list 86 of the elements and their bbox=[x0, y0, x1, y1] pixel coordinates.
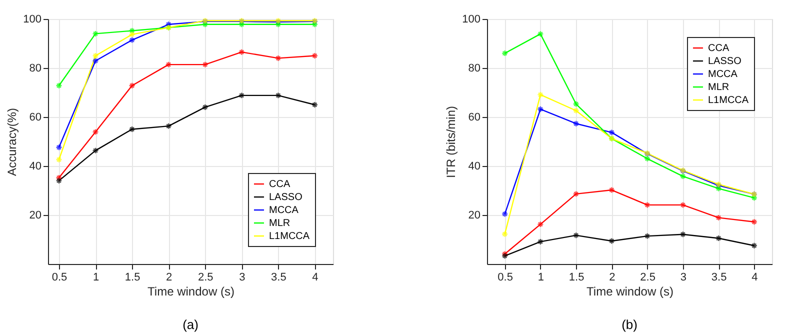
x-tick-label: 2 bbox=[609, 272, 616, 284]
y-tick-label: 60 bbox=[29, 112, 42, 124]
point bbox=[165, 21, 172, 28]
point bbox=[238, 92, 245, 99]
point bbox=[572, 190, 580, 198]
y-tick-label: 80 bbox=[29, 62, 42, 74]
y-tick-label: 60 bbox=[468, 112, 480, 124]
point bbox=[680, 231, 686, 238]
x-tick-label: 3 bbox=[239, 272, 246, 284]
point bbox=[537, 220, 544, 228]
point bbox=[715, 234, 722, 242]
point bbox=[644, 202, 651, 208]
point bbox=[165, 122, 172, 130]
point bbox=[202, 21, 208, 28]
point bbox=[128, 31, 136, 38]
point bbox=[572, 120, 580, 127]
point bbox=[537, 106, 544, 112]
point bbox=[572, 100, 580, 108]
point bbox=[128, 27, 136, 34]
point bbox=[128, 126, 136, 133]
y-tick-label: 20 bbox=[29, 210, 42, 222]
x-tick-label: 3 bbox=[680, 272, 686, 284]
legend-label: MCCA bbox=[269, 205, 299, 216]
x-tick-label: 0.5 bbox=[498, 272, 513, 284]
point bbox=[715, 185, 722, 192]
point bbox=[537, 91, 544, 98]
x-tick-label: 4 bbox=[752, 272, 758, 284]
point bbox=[92, 30, 99, 38]
point bbox=[238, 48, 245, 56]
text: (a) bbox=[182, 317, 198, 332]
point bbox=[274, 54, 282, 62]
point bbox=[92, 52, 99, 60]
x-tick-label: 4 bbox=[312, 272, 318, 284]
y-tick-label: 100 bbox=[462, 14, 480, 26]
x-tick-label: 1 bbox=[538, 272, 544, 284]
x-tick-label: 3.5 bbox=[271, 272, 286, 284]
y-tick-label: 20 bbox=[468, 210, 480, 222]
x-tick-label: 1.5 bbox=[124, 272, 140, 284]
point bbox=[715, 214, 722, 222]
legend-label: MCCA bbox=[708, 69, 738, 80]
point bbox=[238, 21, 245, 28]
point bbox=[680, 202, 686, 208]
legend-label: MLR bbox=[269, 218, 290, 229]
point bbox=[202, 104, 208, 111]
x-tick-label: 3.5 bbox=[711, 272, 727, 284]
point bbox=[644, 232, 651, 240]
point bbox=[572, 232, 580, 239]
point bbox=[92, 128, 99, 136]
x-tick-label: 2.5 bbox=[640, 272, 656, 284]
x-tick-label: 2.5 bbox=[198, 272, 214, 284]
legend-label: L1MCCA bbox=[269, 231, 310, 242]
point bbox=[92, 58, 99, 64]
x-tick-label: 0.5 bbox=[52, 272, 68, 284]
point bbox=[92, 147, 99, 154]
legend-label: CCA bbox=[708, 43, 730, 54]
y-tick-label: 40 bbox=[468, 160, 480, 172]
point bbox=[128, 82, 136, 89]
legend-label: LASSO bbox=[708, 56, 742, 67]
point bbox=[537, 238, 544, 246]
x-tick-label: 1.5 bbox=[568, 272, 584, 284]
point bbox=[165, 61, 172, 68]
y-tick-label: 100 bbox=[23, 14, 42, 26]
x-tick-label: 1 bbox=[92, 272, 100, 284]
text: (b) bbox=[622, 317, 638, 332]
point bbox=[572, 107, 580, 114]
x-tick-label: 2 bbox=[166, 272, 172, 284]
point bbox=[274, 92, 282, 99]
point bbox=[202, 61, 208, 68]
legend-label: LASSO bbox=[269, 192, 303, 203]
y-axis-title: ITR (bits/min) bbox=[444, 106, 458, 178]
point bbox=[608, 186, 616, 194]
y-tick-label: 40 bbox=[29, 160, 42, 172]
point bbox=[128, 36, 136, 44]
legend-label: MLR bbox=[708, 82, 730, 93]
point bbox=[608, 238, 616, 244]
point bbox=[537, 30, 544, 38]
y-axis-title: Accuracy(%) bbox=[5, 108, 20, 176]
y-tick-label: 80 bbox=[468, 62, 480, 74]
legend-label: L1MCCA bbox=[708, 95, 749, 106]
x-axis-title: Time window (s) bbox=[586, 284, 674, 298]
point bbox=[274, 21, 282, 28]
legend-label: CCA bbox=[269, 179, 290, 190]
point bbox=[680, 172, 686, 180]
point bbox=[608, 129, 616, 136]
point bbox=[644, 155, 651, 162]
x-axis-title: Time window (s) bbox=[148, 284, 234, 298]
